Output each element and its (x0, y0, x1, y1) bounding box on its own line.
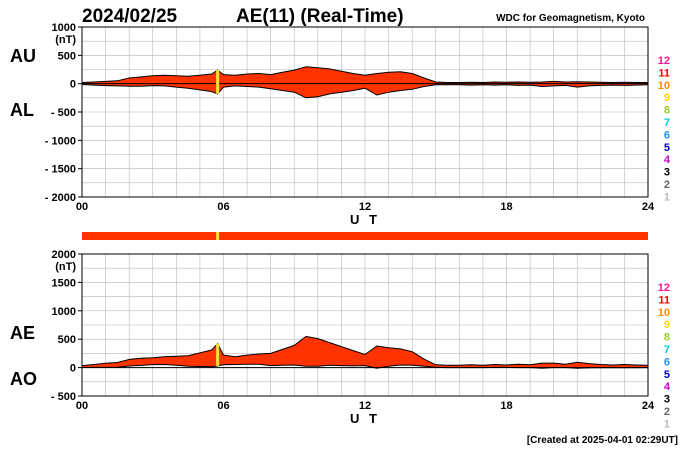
y-tick-label: - 500 (51, 391, 76, 403)
color-scale-label: 5 (664, 369, 670, 381)
color-scale-label: 9 (664, 319, 670, 331)
y-tick-label: - 1500 (45, 164, 76, 176)
color-scale-label: 6 (664, 129, 670, 141)
y-tick-label: 2000 (52, 249, 76, 261)
y-tick-label: 500 (58, 50, 76, 62)
y-tick-label: - 2000 (45, 192, 76, 204)
color-scale-label: 6 (664, 356, 670, 368)
y-tick-label: - 1000 (45, 135, 76, 147)
series-label-ao: AO (10, 369, 37, 389)
color-scale-label: 8 (664, 105, 670, 117)
chart-source: WDC for Geomagnetism, Kyoto (496, 13, 645, 24)
color-scale-label: 4 (664, 154, 671, 166)
y-tick-label: 500 (58, 334, 76, 346)
x-axis-label: U T (350, 411, 380, 426)
color-scale-label: 5 (664, 142, 670, 154)
chart-date: 2024/02/25 (82, 6, 178, 27)
x-tick-label: 18 (500, 201, 512, 213)
x-tick-label: 00 (76, 400, 88, 412)
color-scale-label: 10 (658, 80, 670, 92)
y-tick-label: - 500 (51, 107, 76, 119)
series-line-au (81, 66, 648, 84)
x-tick-label: 12 (359, 400, 371, 412)
y-tick-label: 1000 (52, 306, 76, 318)
au-al-panel: 1000 500 0 - 500 - 1000 - 1500 - 2000 (nT) 00 06 1… (10, 22, 671, 227)
color-scale-label: 3 (664, 394, 670, 406)
color-scale-label: 8 (664, 332, 670, 344)
x-tick-label: 24 (642, 400, 655, 412)
color-scale-label: 2 (664, 406, 670, 418)
color-scale-label: 3 (664, 167, 670, 179)
series-line-ao (81, 363, 649, 369)
color-scale-label: 4 (664, 381, 671, 393)
series-label-al: AL (10, 100, 34, 120)
created-timestamp: [Created at 2025-04-01 02:29UT] (527, 435, 678, 446)
series-label-ae: AE (10, 323, 35, 343)
x-tick-label: 24 (642, 201, 655, 213)
color-scale-label: 1 (664, 418, 670, 430)
y-unit-label: (nT) (55, 261, 76, 273)
color-scale-label: 12 (658, 55, 670, 67)
x-axis-label: U T (350, 212, 380, 227)
x-tick-label: 06 (217, 201, 229, 213)
color-scale-label: 9 (664, 92, 670, 104)
chart-title: AE(11) (Real-Time) (236, 6, 404, 27)
series-line-al (81, 84, 649, 99)
envelope-fill (82, 66, 648, 98)
color-scale-label: 12 (658, 282, 670, 294)
y-tick-label: 1500 (52, 277, 76, 289)
plot-frame (81, 253, 649, 397)
color-scale-label: 2 (664, 179, 670, 191)
activity-band-marker (216, 232, 220, 240)
color-scale-label: 10 (658, 307, 670, 319)
x-tick-label: 12 (359, 201, 371, 213)
y-tick-label: 1000 (52, 22, 76, 34)
color-scale-label: 11 (658, 67, 670, 79)
y-unit-label: (nT) (55, 34, 76, 46)
series-line-ae (81, 335, 649, 367)
x-tick-label: 18 (500, 400, 512, 412)
color-scale-label: 11 (658, 294, 670, 306)
envelope-fill (82, 336, 648, 369)
y-tick-label: 0 (70, 363, 76, 375)
color-scale-label: 7 (664, 344, 670, 356)
activity-band (82, 232, 648, 240)
y-tick-label: 0 (70, 79, 76, 91)
x-tick-label: 06 (217, 400, 229, 412)
series-label-au: AU (10, 46, 36, 66)
color-scale-label: 7 (664, 117, 670, 129)
color-scale-label: 1 (664, 191, 670, 203)
x-tick-label: 00 (76, 201, 88, 213)
